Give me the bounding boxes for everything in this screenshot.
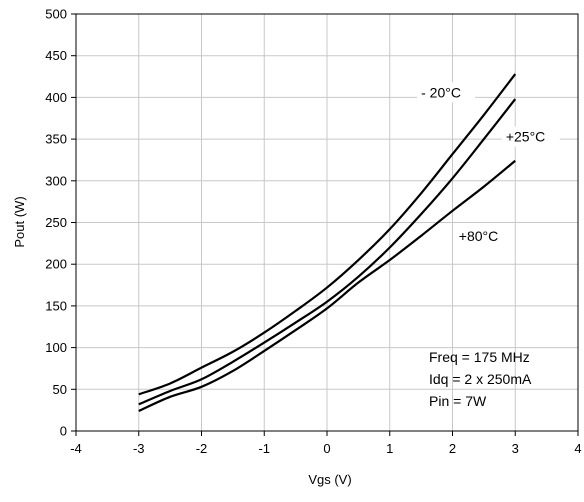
- x-tick-label: -1: [258, 441, 270, 456]
- y-tick-label: 150: [45, 298, 67, 313]
- series-label-bg: [501, 126, 560, 147]
- axes: -4 -3 -2 -1 0 1 2 3 4 0 50 100 150 200 250 300 350 400 450…: [45, 7, 581, 457]
- x-tick-label: 1: [386, 441, 393, 456]
- series-label-plus25c: +25°C: [506, 129, 545, 145]
- x-tick-label: -2: [196, 441, 208, 456]
- x-tick-label: -4: [70, 441, 82, 456]
- note-freq: Freq = 175 MHz: [429, 349, 530, 365]
- x-tick-label: 4: [574, 441, 581, 456]
- series-line-plus25c: [138, 98, 517, 406]
- series-line-plus80c: [138, 159, 516, 412]
- note-idq: Idq = 2 x 250mA: [429, 371, 532, 387]
- grid: [76, 13, 578, 431]
- series-labels: - 20°C +25°C +80°C: [417, 82, 560, 246]
- plot-frame: [75, 13, 579, 432]
- x-tick-label: 2: [449, 441, 456, 456]
- y-tick-label: 450: [45, 48, 67, 63]
- y-tick-label: 200: [45, 257, 67, 272]
- series-label-bg: [417, 82, 476, 103]
- x-tick-label: 3: [512, 441, 519, 456]
- x-axis-label: Vgs (V): [308, 472, 351, 487]
- series-label-plus80c: +80°C: [459, 228, 498, 244]
- x-tick-label: -3: [133, 441, 145, 456]
- y-tick-label: 0: [60, 424, 67, 439]
- series-label-bg: [454, 225, 513, 246]
- y-tick-label: 300: [45, 173, 67, 188]
- y-tick-label: 350: [45, 132, 67, 147]
- y-tick-label: 50: [53, 382, 67, 397]
- y-tick-label: 100: [45, 340, 67, 355]
- series-line-minus20c: [138, 73, 517, 396]
- y-tick-label: 500: [45, 7, 67, 22]
- y-tick-label: 400: [45, 90, 67, 105]
- note-pin: Pin = 7W: [429, 393, 487, 409]
- y-axis-label: Pout (W): [12, 196, 27, 247]
- series-label-minus20c: - 20°C: [421, 84, 461, 100]
- conditions-note: Freq = 175 MHz Idq = 2 x 250mA Pin = 7W: [429, 349, 532, 409]
- y-tick-label: 250: [45, 215, 67, 230]
- series-lines: [138, 73, 517, 412]
- x-tick-label: 0: [323, 441, 330, 456]
